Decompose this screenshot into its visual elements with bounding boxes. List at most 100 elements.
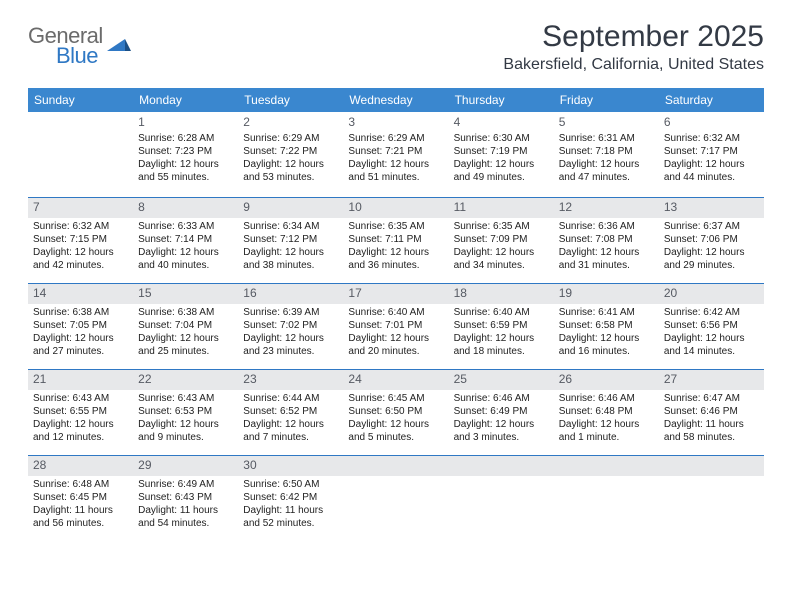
day-number: 30 — [238, 456, 343, 476]
daylight-text: and 12 minutes. — [33, 431, 128, 444]
day-number: 18 — [449, 284, 554, 304]
weekday-header: Monday — [133, 88, 238, 112]
month-title: September 2025 — [503, 20, 764, 54]
sunset-text: Sunset: 7:04 PM — [138, 319, 233, 332]
sunrise-text: Sunrise: 6:44 AM — [243, 392, 338, 405]
day-cell: 5Sunrise: 6:31 AMSunset: 7:18 PMDaylight… — [554, 112, 659, 197]
sunrise-text: Sunrise: 6:35 AM — [348, 220, 443, 233]
empty-band — [343, 456, 448, 476]
sunset-text: Sunset: 7:21 PM — [348, 145, 443, 158]
daylight-text: Daylight: 12 hours — [33, 332, 128, 345]
day-number: 25 — [449, 370, 554, 390]
daylight-text: and 54 minutes. — [138, 517, 233, 530]
day-number: 21 — [28, 370, 133, 390]
sunset-text: Sunset: 6:42 PM — [243, 491, 338, 504]
sunset-text: Sunset: 7:11 PM — [348, 233, 443, 246]
empty-cell — [28, 112, 133, 197]
sunrise-text: Sunrise: 6:50 AM — [243, 478, 338, 491]
sunset-text: Sunset: 7:02 PM — [243, 319, 338, 332]
day-cell: 11 Sunrise: 6:35 AMSunset: 7:09 PMDayligh… — [449, 198, 554, 283]
sunrise-text: Sunrise: 6:41 AM — [559, 306, 654, 319]
day-number: 5 — [559, 115, 654, 131]
daylight-text: and 38 minutes. — [243, 259, 338, 272]
daylight-text: and 29 minutes. — [664, 259, 759, 272]
day-number: 29 — [133, 456, 238, 476]
day-number: 12 — [554, 198, 659, 218]
sunset-text: Sunset: 7:15 PM — [33, 233, 128, 246]
sunrise-text: Sunrise: 6:46 AM — [559, 392, 654, 405]
day-number: 10 — [343, 198, 448, 218]
sunset-text: Sunset: 6:50 PM — [348, 405, 443, 418]
day-number: 23 — [238, 370, 343, 390]
calendar-page: General Blue September 2025 Bakersfield,… — [0, 0, 792, 553]
sunrise-text: Sunrise: 6:48 AM — [33, 478, 128, 491]
daylight-text: Daylight: 12 hours — [454, 332, 549, 345]
daylight-text: Daylight: 12 hours — [454, 246, 549, 259]
daylight-text: and 25 minutes. — [138, 345, 233, 358]
daylight-text: Daylight: 12 hours — [559, 246, 654, 259]
week-row: 14Sunrise: 6:38 AMSunset: 7:05 PMDayligh… — [28, 284, 764, 369]
daylight-text: and 58 minutes. — [664, 431, 759, 444]
sunset-text: Sunset: 6:43 PM — [138, 491, 233, 504]
daylight-text: and 7 minutes. — [243, 431, 338, 444]
day-number: 16 — [238, 284, 343, 304]
daylight-text: and 27 minutes. — [33, 345, 128, 358]
daylight-text: Daylight: 12 hours — [664, 158, 759, 171]
day-number: 8 — [133, 198, 238, 218]
day-cell: 25Sunrise: 6:46 AMSunset: 6:49 PMDayligh… — [449, 370, 554, 455]
daylight-text: Daylight: 12 hours — [348, 158, 443, 171]
logo-mark-icon — [107, 35, 131, 60]
day-cell: 6Sunrise: 6:32 AMSunset: 7:17 PMDaylight… — [659, 112, 764, 197]
daylight-text: and 9 minutes. — [138, 431, 233, 444]
daylight-text: and 47 minutes. — [559, 171, 654, 184]
day-number: 22 — [133, 370, 238, 390]
sunrise-text: Sunrise: 6:47 AM — [664, 392, 759, 405]
day-number: 26 — [554, 370, 659, 390]
header: General Blue September 2025 Bakersfield,… — [28, 20, 764, 74]
daylight-text: Daylight: 12 hours — [348, 246, 443, 259]
daylight-text: and 31 minutes. — [559, 259, 654, 272]
weekday-header: Friday — [554, 88, 659, 112]
day-cell: 12Sunrise: 6:36 AMSunset: 7:08 PMDayligh… — [554, 198, 659, 283]
day-cell: 28Sunrise: 6:48 AMSunset: 6:45 PMDayligh… — [28, 456, 133, 541]
day-number: 28 — [28, 456, 133, 476]
daylight-text: and 14 minutes. — [664, 345, 759, 358]
sunrise-text: Sunrise: 6:28 AM — [138, 132, 233, 145]
calendar-grid: SundayMondayTuesdayWednesdayThursdayFrid… — [28, 88, 764, 541]
sunrise-text: Sunrise: 6:35 AM — [454, 220, 549, 233]
day-cell: 30Sunrise: 6:50 AMSunset: 6:42 PMDayligh… — [238, 456, 343, 541]
daylight-text: and 5 minutes. — [348, 431, 443, 444]
sunset-text: Sunset: 7:09 PM — [454, 233, 549, 246]
sunrise-text: Sunrise: 6:33 AM — [138, 220, 233, 233]
sunset-text: Sunset: 7:23 PM — [138, 145, 233, 158]
daylight-text: Daylight: 12 hours — [348, 332, 443, 345]
day-cell: 3Sunrise: 6:29 AMSunset: 7:21 PMDaylight… — [343, 112, 448, 197]
daylight-text: Daylight: 12 hours — [664, 332, 759, 345]
daylight-text: and 51 minutes. — [348, 171, 443, 184]
day-number: 13 — [659, 198, 764, 218]
sunset-text: Sunset: 7:08 PM — [559, 233, 654, 246]
weekday-header-row: SundayMondayTuesdayWednesdayThursdayFrid… — [28, 88, 764, 112]
sunset-text: Sunset: 7:14 PM — [138, 233, 233, 246]
week-row: 28Sunrise: 6:48 AMSunset: 6:45 PMDayligh… — [28, 456, 764, 541]
day-cell: 16Sunrise: 6:39 AMSunset: 7:02 PMDayligh… — [238, 284, 343, 369]
day-cell: 20Sunrise: 6:42 AMSunset: 6:56 PMDayligh… — [659, 284, 764, 369]
daylight-text: Daylight: 12 hours — [243, 246, 338, 259]
day-number: 7 — [28, 198, 133, 218]
daylight-text: Daylight: 12 hours — [348, 418, 443, 431]
sunset-text: Sunset: 7:01 PM — [348, 319, 443, 332]
daylight-text: and 23 minutes. — [243, 345, 338, 358]
daylight-text: and 52 minutes. — [243, 517, 338, 530]
sunrise-text: Sunrise: 6:40 AM — [454, 306, 549, 319]
empty-band — [659, 456, 764, 476]
week-row: 1Sunrise: 6:28 AMSunset: 7:23 PMDaylight… — [28, 112, 764, 197]
daylight-text: Daylight: 12 hours — [138, 332, 233, 345]
daylight-text: Daylight: 11 hours — [664, 418, 759, 431]
sunrise-text: Sunrise: 6:40 AM — [348, 306, 443, 319]
daylight-text: Daylight: 12 hours — [559, 418, 654, 431]
daylight-text: and 3 minutes. — [454, 431, 549, 444]
sunset-text: Sunset: 7:18 PM — [559, 145, 654, 158]
daylight-text: Daylight: 12 hours — [138, 158, 233, 171]
day-number: 11 — [449, 198, 554, 218]
logo: General Blue — [28, 26, 131, 66]
